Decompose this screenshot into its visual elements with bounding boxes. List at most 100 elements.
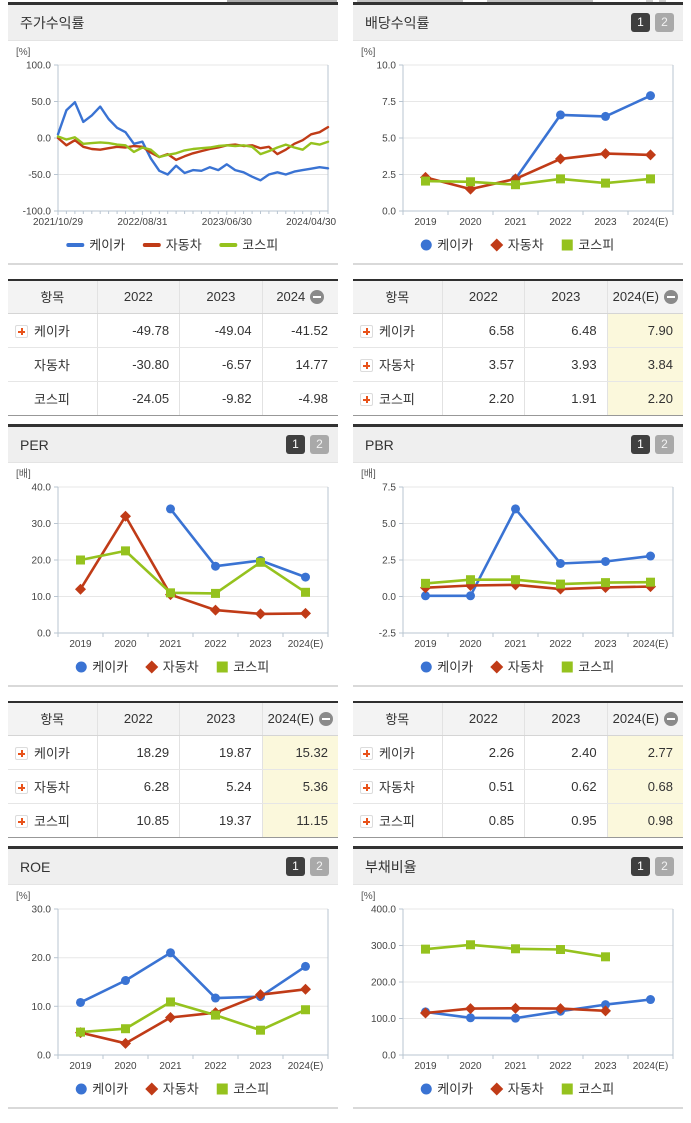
value-cell: -4.98 [261, 381, 338, 415]
expand-row-icon[interactable] [360, 814, 373, 828]
panel-header: ROE 1 2 [8, 849, 338, 885]
row-label-cell: 자동차 [8, 769, 98, 804]
value-cell: -24.05 [96, 381, 180, 415]
section-divider [8, 1107, 338, 1109]
value-cell: 0.98 [606, 803, 683, 837]
value-cell: 2.20 [441, 381, 525, 415]
svg-text:2024/04/30: 2024/04/30 [286, 217, 336, 228]
value-cell: -41.52 [261, 313, 338, 348]
column-header: 2022 [96, 281, 180, 314]
collapse-column-icon[interactable] [663, 712, 678, 727]
row-label: 케이카 [379, 745, 415, 761]
cutoff-button-fragment[interactable] [659, 0, 666, 2]
value-cell: 7.90 [606, 313, 683, 348]
price-return-table-wrap: 항목 2022 2023 2024 케이카 -49.78 -49.04 -41.52 자동차 -3… [8, 279, 338, 416]
svg-text:케이카: 케이카 [89, 238, 125, 253]
panel-pbr-block: PBR 1 2 [배] 7.5 5.0 2.5 0.0 -2.5 2019 2020 2021 2… [353, 424, 683, 687]
svg-text:10.0: 10.0 [377, 61, 397, 72]
page-1-button[interactable]: 1 [631, 13, 650, 32]
value-cell: 2.77 [606, 735, 683, 770]
cutoff-button-fragment[interactable] [646, 0, 653, 2]
svg-text:코스피: 코스피 [233, 1082, 269, 1097]
expand-row-icon[interactable] [360, 324, 373, 338]
expand-row-icon[interactable] [360, 780, 373, 794]
panel-header: 주가수익률 [8, 5, 338, 41]
per-table-wrap: 항목 2022 2023 2024(E) 케이카 18.29 19.87 15.32 자동차 6.… [8, 701, 338, 838]
svg-text:200.0: 200.0 [371, 978, 396, 989]
svg-text:2022: 2022 [204, 639, 227, 650]
svg-text:40.0: 40.0 [32, 483, 52, 494]
column-header: 항목 [353, 703, 443, 736]
row-label-cell: 자동차 [353, 769, 443, 804]
svg-text:케이카: 케이카 [92, 1082, 128, 1097]
value-cell: 0.85 [441, 803, 525, 837]
panel-per: PER 1 2 [배] 40.0 30.0 20.0 10.0 0.0 2019 2020 20… [8, 424, 338, 682]
value-cell: 3.84 [606, 347, 683, 382]
svg-text:2021: 2021 [504, 217, 527, 228]
svg-text:-50.0: -50.0 [28, 170, 51, 181]
svg-text:2020: 2020 [114, 1061, 137, 1072]
expand-row-icon[interactable] [15, 324, 28, 338]
pager: 1 2 [286, 435, 329, 454]
row-label: 자동차 [34, 357, 70, 373]
svg-text:자동차: 자동차 [508, 238, 544, 253]
page-2-button[interactable]: 2 [655, 857, 674, 876]
svg-text:2020: 2020 [459, 639, 482, 650]
panel-roe: ROE 1 2 [%] 30.0 20.0 10.0 0.0 2019 2020 2021 20… [8, 846, 338, 1104]
svg-text:자동차: 자동차 [166, 238, 202, 253]
row-label: 코스피 [34, 391, 70, 407]
value-cell: 3.93 [524, 347, 608, 382]
section-divider [353, 685, 683, 687]
cutoff-tab-fragment[interactable] [487, 0, 593, 2]
value-cell: 0.62 [524, 769, 608, 804]
page-1-button[interactable]: 1 [631, 435, 650, 454]
page-1-button[interactable]: 1 [631, 857, 650, 876]
svg-text:2.5: 2.5 [382, 556, 396, 567]
panel-dividend-yield: 배당수익률 1 2 [%] 10.0 7.5 5.0 2.5 0.0 2019 2020 202… [353, 2, 683, 260]
expand-row-icon[interactable] [15, 814, 28, 828]
svg-text:케이카: 케이카 [437, 238, 473, 253]
collapse-column-icon[interactable] [318, 712, 333, 727]
svg-text:2019: 2019 [414, 639, 437, 650]
svg-text:2023/06/30: 2023/06/30 [202, 217, 252, 228]
value-cell: -6.57 [179, 347, 263, 382]
page-2-button[interactable]: 2 [655, 435, 674, 454]
column-header: 2024(E) [606, 281, 683, 314]
value-cell: 5.36 [261, 769, 338, 804]
svg-text:10.0: 10.0 [32, 592, 52, 603]
expand-row-icon[interactable] [15, 746, 28, 760]
panel-debt-ratio: 부채비율 1 2 [%] 400.0 300.0 200.0 100.0 0.0 2019 2… [353, 846, 683, 1104]
table-header-row: 항목 2022 2023 2024(E) [8, 703, 338, 736]
page-1-button[interactable]: 1 [286, 857, 305, 876]
row-label: 자동차 [379, 357, 415, 373]
panel-roe-block: ROE 1 2 [%] 30.0 20.0 10.0 0.0 2019 2020 2021 20… [8, 846, 338, 1109]
expand-row-icon[interactable] [360, 392, 373, 406]
value-cell: 0.51 [441, 769, 525, 804]
expand-row-icon[interactable] [15, 780, 28, 794]
panel-price-return-block: 주가수익률 [%] 100.0 50.0 0.0 -50.0 -100.0 2021/10/… [8, 2, 338, 265]
svg-text:자동차: 자동차 [163, 660, 199, 675]
cutoff-tab-fragment[interactable] [357, 0, 463, 2]
value-cell: -9.82 [179, 381, 263, 415]
pbr-chart: [배] 7.5 5.0 2.5 0.0 -2.5 2019 2020 2021 2022 2023 2… [353, 463, 683, 682]
table-header-row: 항목 2022 2023 2024 [8, 281, 338, 314]
page-2-button[interactable]: 2 [655, 13, 674, 32]
value-cell: 6.48 [524, 313, 608, 348]
svg-text:[배]: [배] [361, 468, 376, 480]
collapse-column-icon[interactable] [310, 290, 325, 305]
svg-text:7.5: 7.5 [382, 483, 396, 494]
expand-row-icon[interactable] [360, 746, 373, 760]
expand-row-icon[interactable] [360, 358, 373, 372]
row-label-cell: 코스피 [353, 803, 442, 837]
page-1-button[interactable]: 1 [286, 435, 305, 454]
cutoff-tab-fragment[interactable] [227, 0, 337, 2]
collapse-column-icon[interactable] [663, 290, 678, 305]
svg-text:2022: 2022 [549, 639, 572, 650]
svg-text:2023: 2023 [249, 1061, 272, 1072]
page-2-button[interactable]: 2 [310, 435, 329, 454]
panel-title: PBR [365, 436, 394, 453]
cutoff-toolbar-strip [0, 0, 691, 2]
value-cell: 14.77 [261, 347, 338, 382]
page-2-button[interactable]: 2 [310, 857, 329, 876]
value-cell: 2.40 [524, 735, 608, 770]
